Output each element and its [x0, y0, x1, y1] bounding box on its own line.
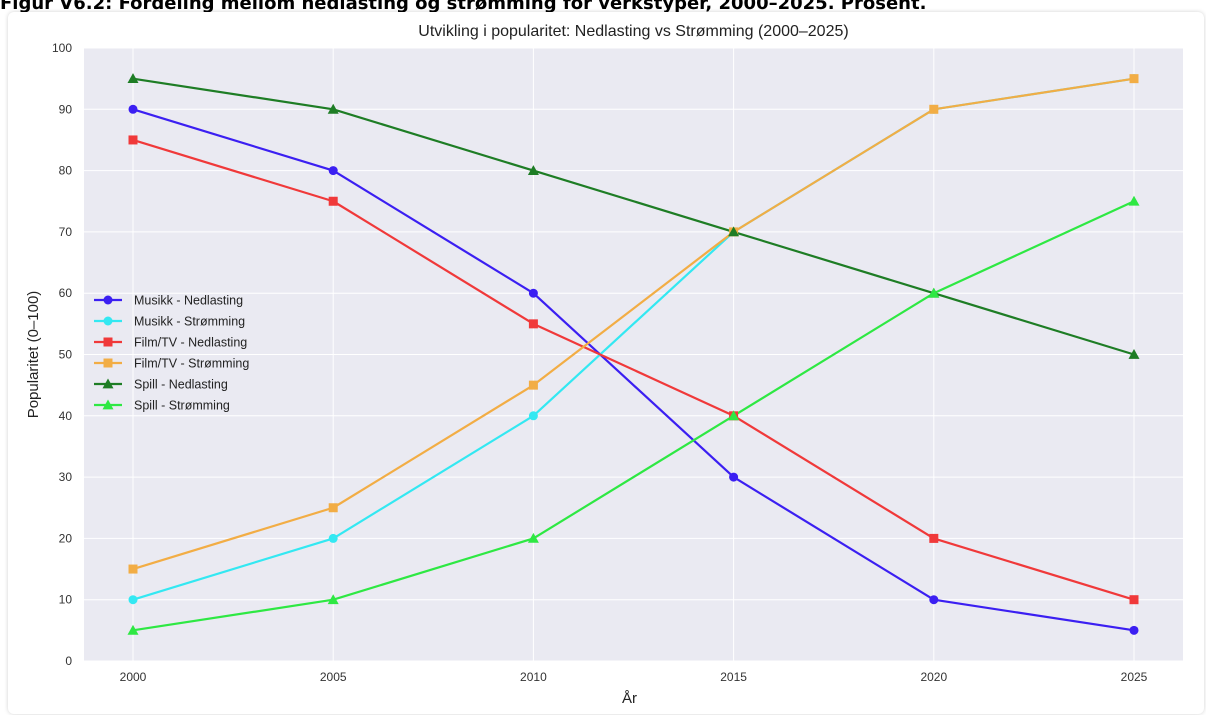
data-point	[728, 226, 740, 237]
data-point	[328, 533, 338, 543]
legend-entry: Film/TV - Nedlasting	[134, 336, 247, 350]
y-tick-label: 40	[59, 409, 73, 423]
data-point	[1129, 625, 1139, 635]
chart-title: Utvikling i popularitet: Nedlasting vs S…	[418, 23, 848, 40]
legend-entry: Musikk - Strømming	[134, 315, 245, 329]
data-point	[128, 595, 138, 605]
series-line-3	[132, 77, 1135, 571]
data-point	[1129, 74, 1139, 84]
y-tick-label: 10	[59, 593, 73, 607]
legend-entry: Spill - Nedlasting	[134, 378, 228, 392]
data-point	[1128, 349, 1140, 359]
y-tick-label: 50	[59, 348, 73, 362]
legend-entry: Film/TV - Strømming	[134, 357, 249, 371]
legend-entry: Musikk - Nedlasting	[134, 294, 243, 308]
data-point	[528, 411, 538, 421]
data-point	[528, 288, 538, 298]
y-tick-label: 20	[59, 531, 73, 545]
data-point	[327, 594, 339, 605]
y-tick-label: 70	[59, 225, 73, 239]
series-line-0	[132, 108, 1135, 632]
x-axis-label: År	[622, 690, 637, 707]
series-markers	[127, 73, 1140, 635]
legend-marker	[103, 358, 113, 368]
legend-marker	[103, 337, 113, 347]
x-axis-ticks: 2000 2005 2010 2015 2020 2025	[120, 670, 1148, 684]
data-point	[128, 564, 138, 574]
data-point	[127, 73, 139, 84]
y-axis-ticks: 0 10 20 30 40 50 60 70 80 90 100	[52, 41, 72, 668]
data-point	[128, 104, 138, 114]
series-line-4	[132, 77, 1135, 356]
y-tick-label: 0	[65, 654, 72, 668]
x-tick-label: 2010	[520, 670, 547, 684]
data-point	[528, 380, 538, 390]
data-point	[1129, 595, 1139, 605]
data-point	[327, 103, 339, 114]
data-point	[1128, 195, 1140, 206]
data-point	[127, 624, 139, 635]
legend-marker	[103, 295, 113, 305]
series-line-5	[132, 200, 1135, 632]
data-point	[128, 135, 138, 145]
x-tick-label: 2000	[120, 670, 147, 684]
y-axis-label: Popularitet (0–100)	[25, 291, 42, 419]
y-tick-label: 60	[59, 286, 73, 300]
legend-entry: Spill - Strømming	[134, 399, 230, 413]
x-tick-label: 2005	[320, 670, 347, 684]
x-tick-label: 2015	[720, 670, 747, 684]
data-point	[929, 595, 939, 605]
legend-marker	[102, 378, 114, 389]
x-tick-label: 2025	[1121, 670, 1148, 684]
data-point	[328, 196, 338, 206]
data-point	[328, 503, 338, 513]
legend-marker	[102, 399, 114, 410]
y-tick-label: 90	[59, 102, 73, 116]
series-lines	[132, 77, 1135, 632]
data-point	[929, 104, 939, 114]
x-tick-label: 2020	[920, 670, 947, 684]
series-line-2	[132, 138, 1135, 601]
legend-marker	[103, 316, 113, 326]
data-point	[328, 166, 338, 176]
data-point	[929, 533, 939, 543]
data-point	[527, 532, 539, 543]
data-point	[728, 410, 740, 421]
data-point	[528, 319, 538, 329]
data-point	[729, 472, 739, 482]
legend: Musikk - Nedlasting Musikk - Strømming Fil…	[94, 294, 249, 413]
data-point	[527, 165, 539, 175]
y-tick-label: 100	[52, 41, 72, 55]
figure-caption: Figur V6.2: Fordeling mellom nedlasting …	[0, 0, 927, 14]
data-point	[928, 287, 940, 298]
y-tick-label: 30	[59, 470, 73, 484]
y-tick-label: 80	[59, 164, 73, 178]
